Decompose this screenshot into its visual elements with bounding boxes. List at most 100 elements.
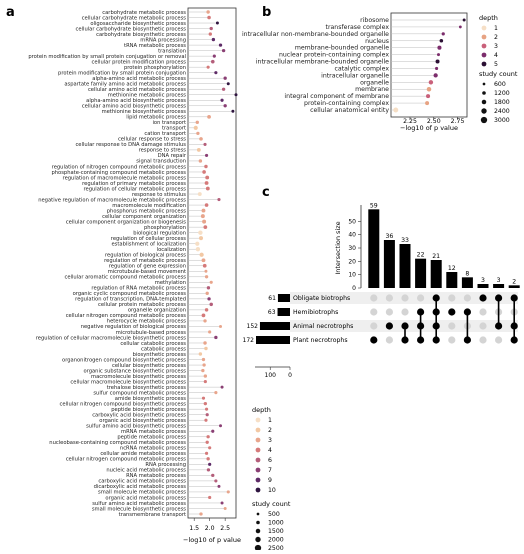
panel-a-point bbox=[205, 291, 209, 296]
panel-a-category-label: methionine metabolic process bbox=[108, 93, 187, 99]
panel-a-point bbox=[202, 363, 206, 367]
panel-c-matrix-dot-filled bbox=[370, 336, 378, 344]
panel-a-category-label: organic acid metabolic process bbox=[105, 495, 186, 501]
panel-a-category-label: nucleobase-containing compound metabolic… bbox=[49, 440, 186, 446]
panel-a-point bbox=[206, 10, 210, 14]
panel-a-point bbox=[203, 225, 208, 230]
panel-b-legend-size-label: 1800 bbox=[494, 99, 510, 106]
panel-a-category-label: cellular component organization or bioge… bbox=[66, 219, 186, 225]
panel-b-legend-size-title: study count bbox=[479, 70, 518, 78]
panel-c-matrix-dot-empty bbox=[370, 308, 378, 316]
panel-b-legend-size-swatch bbox=[481, 99, 487, 105]
panel-a-category-label: response to stress bbox=[139, 148, 187, 154]
panel-a-point bbox=[205, 175, 210, 180]
panel-a-category-label: regulation of primary metabolic process bbox=[82, 181, 186, 187]
panel-a-legend-size-swatch bbox=[256, 520, 260, 525]
panel-a-category-label: regulation of metabolic process bbox=[104, 258, 186, 264]
panel-a-point bbox=[202, 219, 207, 224]
panel-a-legend-depth-label: 3 bbox=[268, 437, 272, 444]
panel-c-matrix-dot-filled bbox=[385, 322, 393, 330]
panel-a-point bbox=[217, 197, 221, 202]
panel-a-point bbox=[226, 82, 230, 86]
panel-b-tick-label: 2.75 bbox=[451, 118, 465, 125]
panel-a-point bbox=[223, 76, 227, 80]
panel-a-category-label: cellular protein modification process bbox=[92, 59, 187, 65]
panel-a-category-label: catabolic process bbox=[141, 346, 186, 352]
panel-b-point bbox=[428, 80, 434, 85]
panel-a-category-label: cellular biosynthetic process bbox=[112, 363, 186, 369]
panel-c-matrix-dot-empty bbox=[385, 294, 393, 302]
panel-b-xlabel: −log10 of p value bbox=[400, 124, 458, 132]
panel-a-legend-depth-swatch bbox=[255, 467, 261, 473]
panel-b-legend-size-label: 2400 bbox=[494, 108, 510, 115]
panel-c-set-name: Hemibiotrophs bbox=[293, 309, 338, 316]
panel-a-legend-depth-label: 9 bbox=[268, 477, 272, 484]
panel-a-point bbox=[205, 451, 209, 455]
panel-a-point bbox=[208, 330, 212, 334]
panel-b-legend-size-label: 600 bbox=[494, 81, 506, 88]
panel-a-point bbox=[198, 236, 204, 241]
panel-c-bar bbox=[477, 284, 489, 288]
panel-a-point bbox=[201, 313, 206, 318]
panel-c-bar-label: 8 bbox=[465, 270, 469, 277]
panel-a-tick-label: 1.5 bbox=[189, 525, 199, 532]
panel-c-matrix-dot-empty bbox=[479, 308, 487, 316]
panel-a-point bbox=[206, 286, 211, 290]
panel-b-frame bbox=[390, 12, 468, 118]
panel-a-category-label: peptide metabolic process bbox=[117, 435, 186, 441]
panel-a-point bbox=[207, 297, 211, 301]
panel-a-legend-depth-swatch bbox=[255, 477, 261, 483]
panel-a-point bbox=[217, 484, 221, 488]
panel-a-point bbox=[205, 413, 209, 417]
panel-c-bar bbox=[461, 277, 473, 288]
panel-a-frame bbox=[187, 7, 237, 519]
panel-a-point bbox=[220, 501, 224, 505]
panel-b-category-label: catalytic complex bbox=[334, 65, 389, 72]
panel-a-category-label: sulfur amino acid biosynthetic process bbox=[86, 424, 186, 430]
panel-c-set-size-label: 63 bbox=[268, 309, 276, 316]
panel-a-point bbox=[226, 490, 230, 494]
panel-a-letter: a bbox=[6, 5, 15, 20]
panel-a-category-label: regulation of cellular metabolic process bbox=[83, 186, 186, 192]
panel-a-legend-depth-swatch bbox=[255, 487, 261, 493]
panel-b-legend-depth-swatch bbox=[481, 43, 487, 49]
panel-b-point bbox=[441, 32, 445, 36]
panel-a-point bbox=[199, 252, 204, 257]
panel-a-category-label: methionine biosynthetic process bbox=[102, 109, 187, 115]
panel-a-point bbox=[203, 319, 207, 323]
panel-a-category-label: regulation of cellular process bbox=[111, 236, 186, 242]
panel-a-point bbox=[204, 308, 209, 312]
panel-b-tick-label: 2.50 bbox=[427, 118, 441, 125]
panel-c-matrix-dot-empty bbox=[479, 336, 487, 344]
panel-a-category-label: regulation of biological process bbox=[105, 253, 186, 259]
panel-c-bar-label: 12 bbox=[448, 265, 456, 272]
panel-b-letter: b bbox=[262, 5, 271, 20]
panel-a-point bbox=[218, 43, 223, 47]
panel-c-matrix-dot-empty bbox=[495, 336, 503, 344]
panel-a-legend-depth-title: depth bbox=[252, 406, 271, 414]
panel-a-category-label: small molecule metabolic process bbox=[98, 490, 186, 496]
panel-a-point bbox=[205, 407, 209, 411]
panel-a-category-label: cellular response to DNA damage stimulus bbox=[75, 142, 186, 148]
panel-a-point bbox=[208, 446, 212, 450]
panel-a-category-label: nucleic acid metabolic process bbox=[106, 468, 186, 474]
panel-a-legend-size-label: 2500 bbox=[268, 545, 284, 550]
panel-a-category-label: lipid metabolic process bbox=[126, 115, 186, 121]
panel-a-category-label: sulfur compound metabolic process bbox=[93, 390, 186, 396]
panel-a-category-label: negative regulation of macromolecule met… bbox=[38, 197, 186, 203]
panel-c-set-bar bbox=[277, 294, 290, 302]
panel-a-category-label: cellular carbohydrate biosynthetic proce… bbox=[76, 26, 187, 32]
panel-a-point bbox=[203, 374, 208, 378]
panel-b-point bbox=[462, 18, 466, 22]
panel-b-category-label: transferase complex bbox=[326, 24, 390, 31]
panel-c-ytick-label: 40 bbox=[348, 232, 356, 239]
panel-b-category-label: nucleus bbox=[365, 38, 389, 45]
panel-c-bar bbox=[399, 244, 411, 288]
panel-a-legend-depth-swatch bbox=[255, 457, 261, 463]
panel-a-point bbox=[195, 241, 200, 246]
panel-a-category-label: organic acid biosynthetic process bbox=[99, 418, 186, 424]
panel-a-category-label: regulation of gene expression bbox=[109, 264, 186, 270]
panel-c-matrix-dot-empty bbox=[448, 294, 456, 302]
panel-a-point bbox=[223, 506, 227, 510]
